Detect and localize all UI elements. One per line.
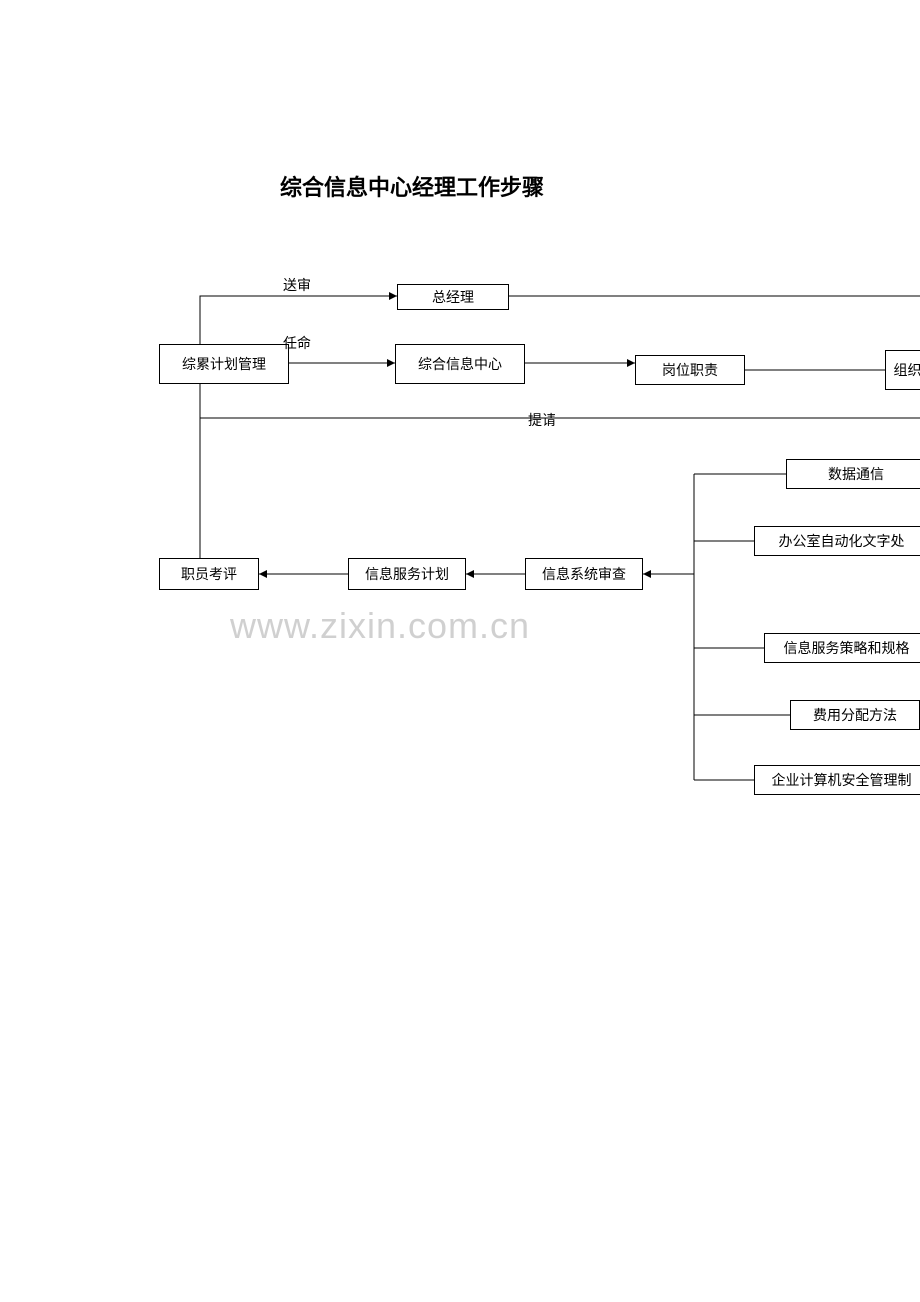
node-cost-label: 费用分配方法 (813, 705, 897, 725)
node-duties: 岗位职责 (635, 355, 745, 385)
node-office-label: 办公室自动化文字处 (779, 531, 905, 551)
node-plan-label: 综累计划管理 (182, 354, 266, 374)
node-gm-label: 总经理 (432, 287, 474, 307)
watermark: www.zixin.com.cn (230, 605, 530, 647)
node-strategy: 信息服务策略和规格 (764, 633, 920, 663)
node-security-label: 企业计算机安全管理制 (772, 770, 912, 790)
node-org: 组织 (885, 350, 920, 390)
node-datacomm-label: 数据通信 (828, 464, 884, 484)
node-center-label: 综合信息中心 (418, 354, 502, 374)
node-strategy-label: 信息服务策略和规格 (784, 638, 910, 658)
node-plan: 综累计划管理 (159, 344, 289, 384)
edge-label-send: 送审 (283, 275, 311, 295)
node-audit-label: 信息系统审查 (542, 564, 626, 584)
node-security: 企业计算机安全管理制 (754, 765, 920, 795)
node-eval: 职员考评 (159, 558, 259, 590)
node-org-label: 组织 (894, 360, 920, 380)
node-gm: 总经理 (397, 284, 509, 310)
node-audit: 信息系统审查 (525, 558, 643, 590)
node-serviceplan-label: 信息服务计划 (365, 564, 449, 584)
node-center: 综合信息中心 (395, 344, 525, 384)
node-datacomm: 数据通信 (786, 459, 920, 489)
node-office: 办公室自动化文字处 (754, 526, 920, 556)
node-duties-label: 岗位职责 (662, 360, 718, 380)
edge-label-submit: 提请 (528, 410, 556, 430)
edge-label-appoint: 任命 (283, 333, 311, 353)
node-cost: 费用分配方法 (790, 700, 920, 730)
diagram-title: 综合信息中心经理工作步骤 (280, 170, 544, 202)
node-eval-label: 职员考评 (181, 564, 237, 584)
node-serviceplan: 信息服务计划 (348, 558, 466, 590)
